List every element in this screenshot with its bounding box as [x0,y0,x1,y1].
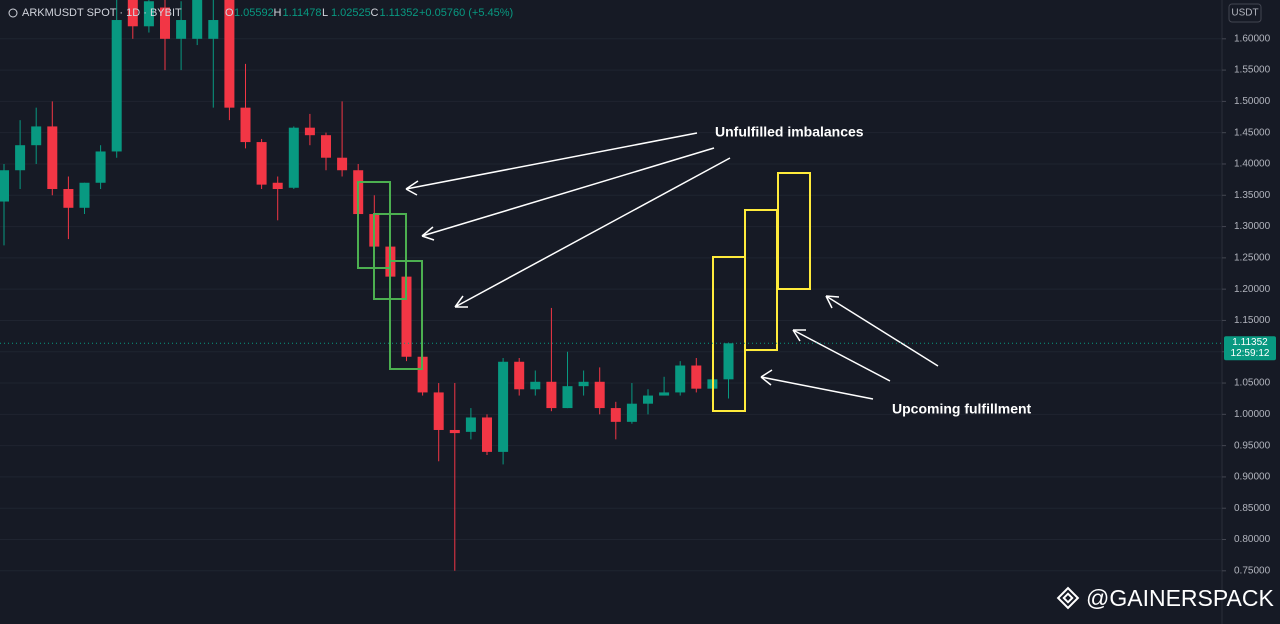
y-tick-label: 0.80000 [1234,534,1271,545]
body [111,20,122,152]
body [562,386,573,409]
y-tick-label: 0.90000 [1234,472,1271,483]
arrow [792,329,891,382]
y-tick-label: 0.75000 [1234,565,1271,576]
arrow [825,295,939,367]
arrow [454,157,731,308]
body [433,392,444,430]
body [530,381,541,390]
body [15,145,26,171]
body [208,20,219,39]
y-tick-label: 0.85000 [1234,503,1271,514]
body [498,361,509,452]
fulfillment-box [777,172,811,290]
body [594,381,605,409]
last-price-box [1224,336,1276,361]
y-tick-label: 1.35000 [1234,190,1271,201]
ohlc-value: 1.05592 [234,7,274,19]
body [626,403,637,422]
body [482,417,492,452]
body [659,392,670,396]
body [465,417,476,432]
body [304,127,315,136]
ohlc-label: H [274,7,282,19]
ohlc-label: L [322,7,328,19]
body [337,157,348,171]
imbalance-box [389,260,423,370]
watermark-logo [1056,586,1080,610]
y-tick-label: 1.05000 [1234,378,1271,389]
body [160,7,170,39]
body [240,107,251,143]
y-tick-label: 1.20000 [1234,284,1271,295]
body [610,408,621,422]
y-tick-label: 1.30000 [1234,221,1271,232]
body [691,365,702,389]
y-tick-label: 1.15000 [1234,315,1271,326]
body [256,142,267,185]
y-tick-label: 1.00000 [1234,409,1271,420]
arrow [760,369,874,400]
ohlc-label: C [371,7,379,19]
y-tick-label: 1.45000 [1234,127,1271,138]
ohlc-value: 1.11478 [283,7,322,19]
body [401,276,412,357]
body [95,151,106,183]
y-tick-label: 1.50000 [1234,96,1271,107]
ohlc-value: 1.02525 [331,7,371,19]
body [546,381,557,409]
body [224,0,235,108]
body [578,381,589,387]
ohlc-legend: O 1.05592 H 1.11478 L 1.02525 C 1.11352 [225,7,418,19]
body [675,365,686,393]
body [47,126,58,190]
body [0,170,9,202]
body [643,395,653,404]
last-price: 1.11352 [1232,337,1268,348]
y-tick-label: 1.60000 [1234,33,1271,44]
body [143,1,154,27]
arrow [405,132,698,196]
y-tick-label: 1.40000 [1234,159,1271,170]
body [192,0,203,39]
body [272,182,283,190]
body [321,135,331,158]
change: +0.05760 (+5.45%) [419,7,513,19]
arrow [421,147,715,241]
body [514,361,525,390]
body [31,126,42,146]
symbol-icon [8,8,18,18]
y-tick-label: 1.55000 [1234,65,1271,76]
symbol: ARKMUSDT SPOT · 1D · BYBIT [22,7,182,19]
body [723,343,734,380]
body [288,127,299,188]
y-tick-label: 0.95000 [1234,440,1271,451]
arrows [405,132,939,400]
body [176,20,187,39]
countdown: 12:59:12 [1231,348,1270,359]
grid [0,38,1222,572]
annotation: Upcoming fulfillment [892,401,1032,417]
body [417,356,428,393]
ohlc-value: 1.11352 [380,7,419,19]
body [127,0,138,27]
imbalance-boxes [357,172,811,412]
currency-button[interactable] [1228,3,1262,23]
body [79,182,90,208]
watermark: @GAINERSPACK [1086,585,1274,611]
ohlc-label: O [225,7,234,19]
currency[interactable]: USDT [1231,8,1258,19]
annotation: Unfulfilled imbalances [715,124,864,140]
body [449,429,460,434]
body [63,189,74,208]
y-tick-label: 1.25000 [1234,253,1271,264]
